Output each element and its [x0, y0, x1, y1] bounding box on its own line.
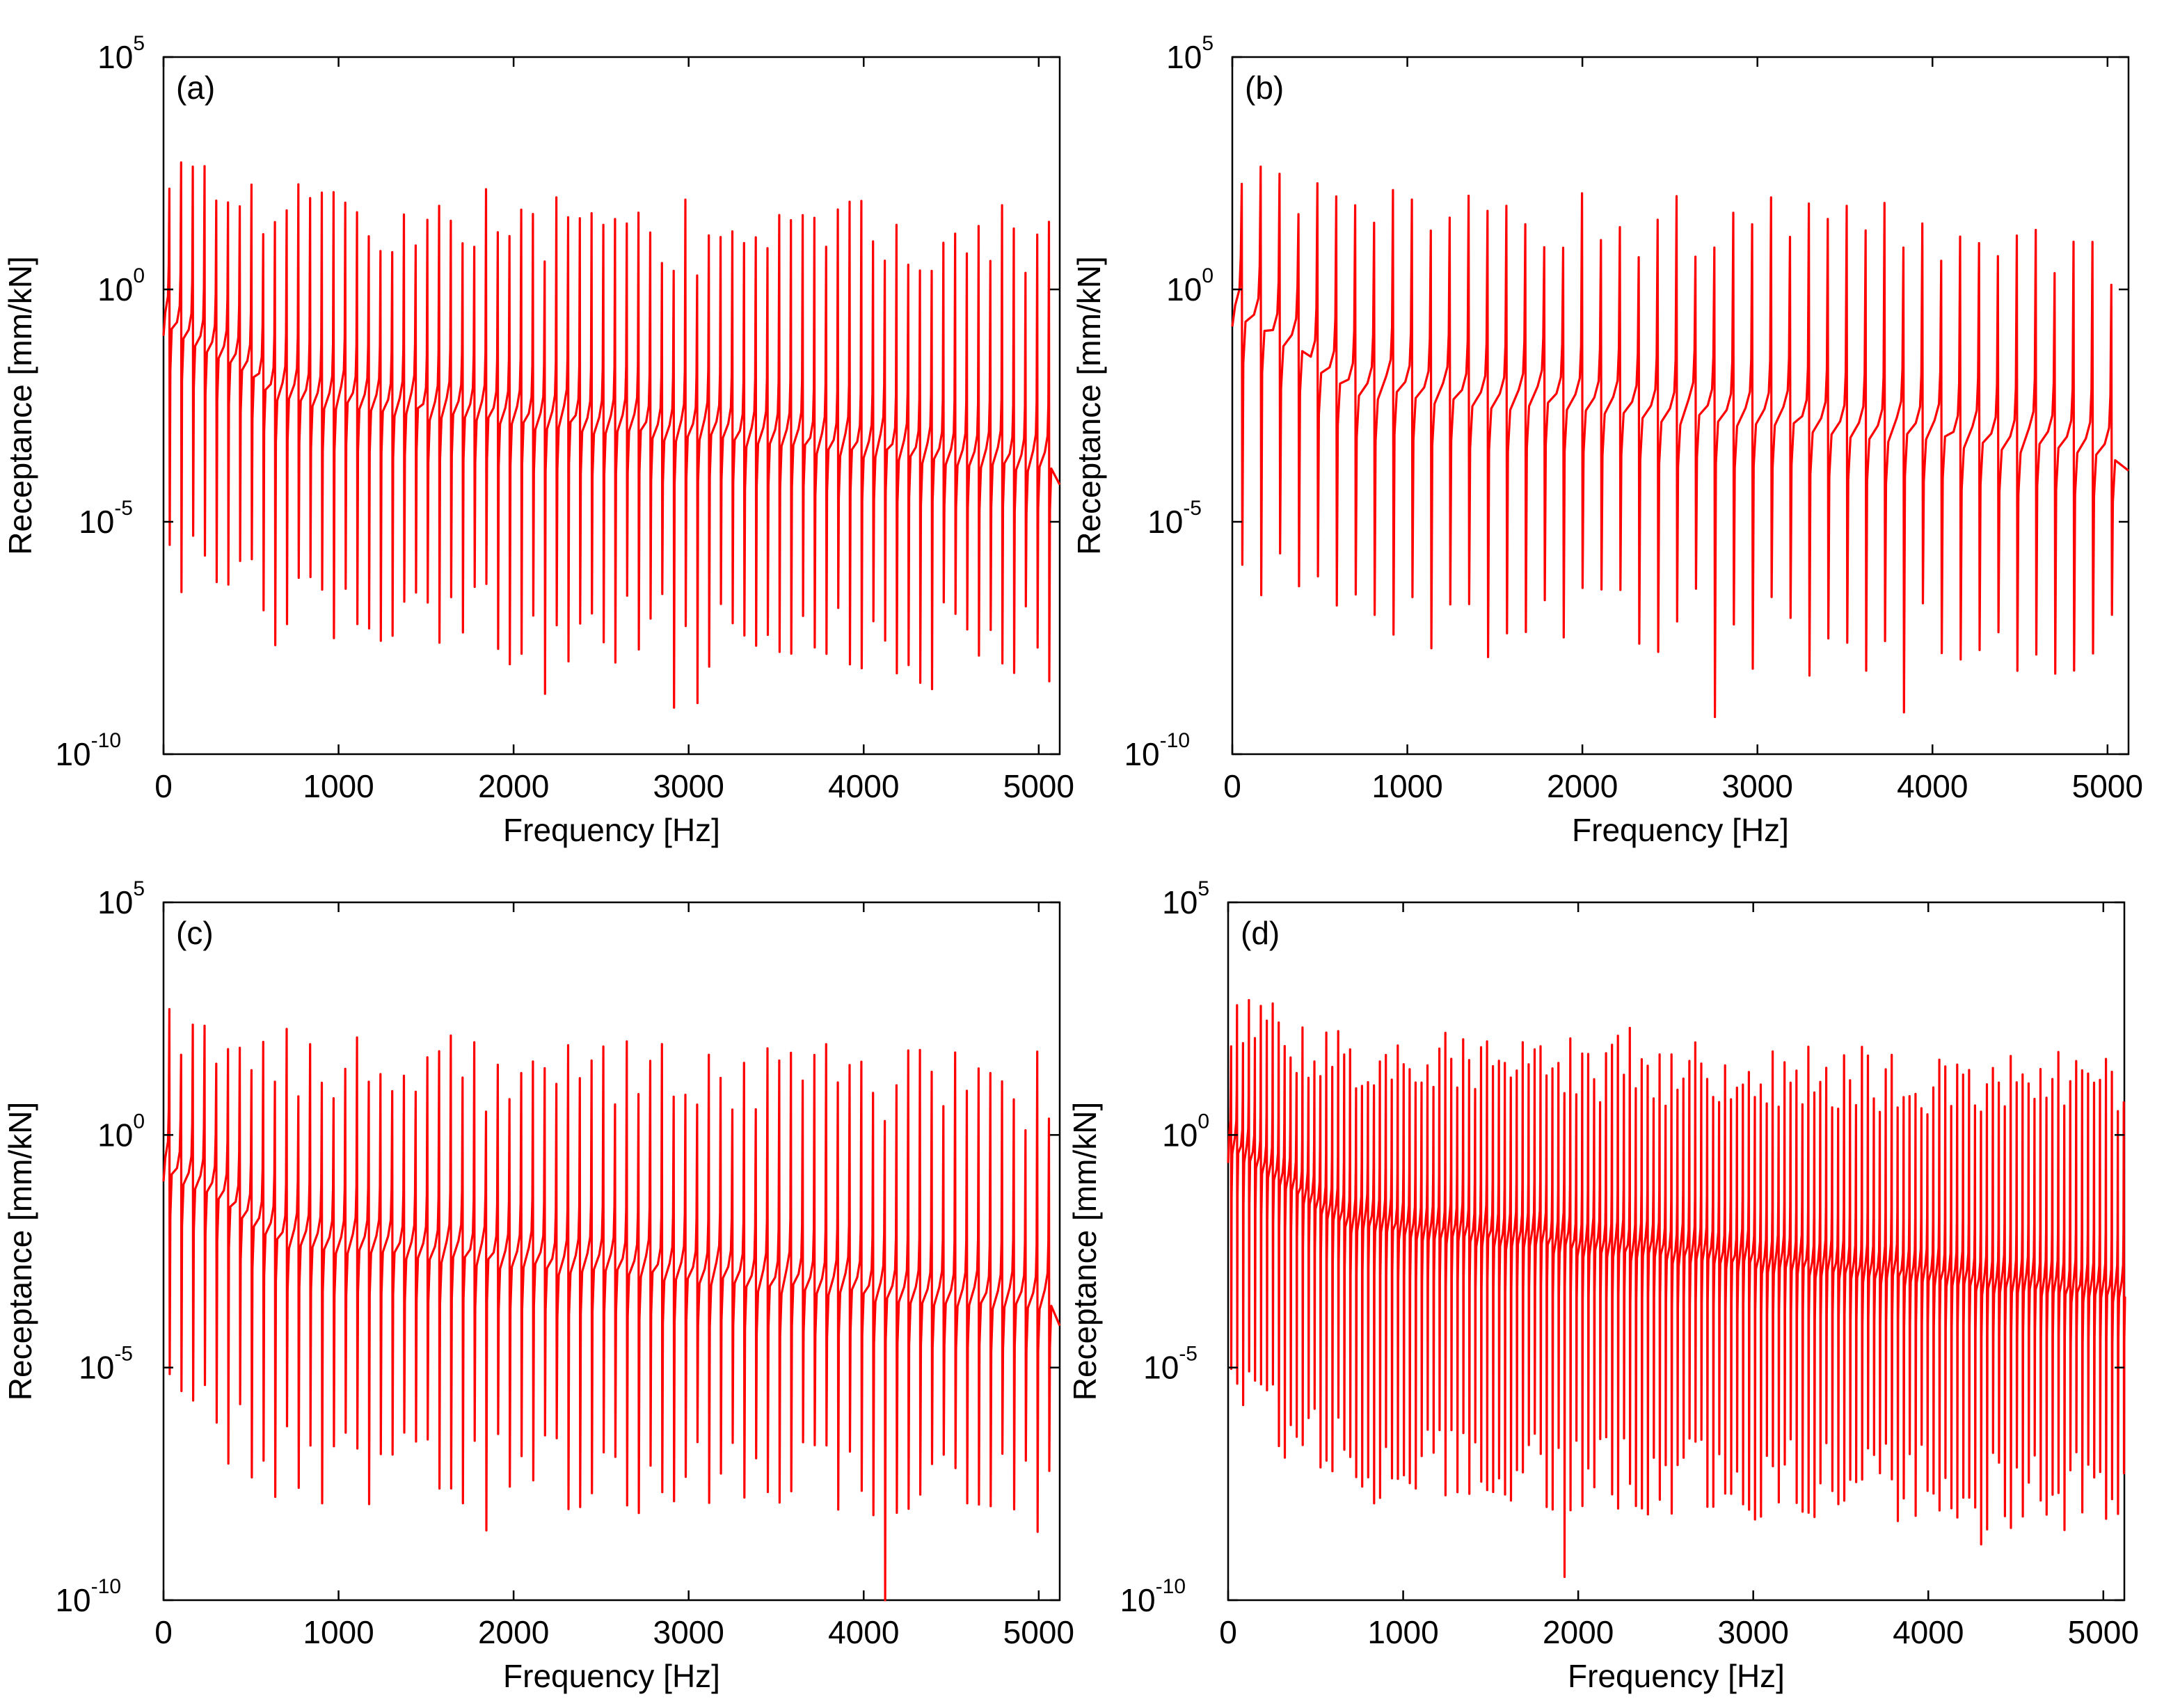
x-tick-label: 3000 [1722, 768, 1793, 804]
x-tick-label: 0 [154, 768, 173, 804]
receptance-curve [164, 1009, 1060, 1601]
x-tick-label: 1000 [303, 1614, 374, 1650]
panel-label: (b) [1245, 70, 1284, 106]
y-tick-label: 100 [1166, 264, 1214, 308]
panel-label: (c) [176, 915, 214, 951]
panel-d: 0 1000 2000 3000 4000 5000 105 100 10-5 10-10 Freq… [1067, 877, 2139, 1694]
x-tick-label: 2000 [478, 768, 549, 804]
x-tick-label: 5000 [1003, 768, 1074, 804]
x-axis-title: Frequency [Hz] [1568, 1658, 1785, 1694]
y-tick-label: 10-5 [79, 1343, 133, 1386]
receptance-curve [1228, 1000, 2125, 1577]
x-tick-label: 0 [1223, 768, 1241, 804]
x-axis-title: Frequency [Hz] [503, 1658, 720, 1694]
y-tick-label: 10-10 [55, 729, 121, 772]
plot-frame [162, 901, 1061, 1602]
y-tick-label: 105 [97, 32, 145, 75]
x-tick-label: 1000 [1371, 768, 1442, 804]
x-tick-label: 4000 [1897, 768, 1968, 804]
y-tick-label: 100 [97, 1110, 145, 1153]
receptance-curve [1232, 167, 2129, 717]
x-tick-label: 2000 [1547, 768, 1618, 804]
panel-label: (a) [176, 70, 215, 106]
x-tick-label: 5000 [2072, 768, 2143, 804]
y-tick-label: 10-5 [79, 497, 133, 540]
panel-b: 0 1000 2000 3000 4000 5000 105 100 10-5 10-10 Freq… [1071, 32, 2143, 848]
receptance-curve [164, 163, 1060, 708]
y-tick-label: 100 [97, 264, 145, 308]
panel-label: (d) [1241, 915, 1280, 951]
x-tick-label: 4000 [828, 1614, 899, 1650]
panel-c: 0 1000 2000 3000 4000 5000 105 100 10-5 10-10 Freq… [2, 877, 1074, 1694]
panel-a: 0 1000 2000 3000 4000 5000 105 100 10-5 10-10 Freq… [2, 32, 1074, 848]
y-axis-title: Receptance [mm/kN] [1071, 256, 1107, 554]
y-axis-title: Receptance [mm/kN] [2, 1102, 38, 1400]
y-axis-title: Receptance [mm/kN] [1067, 1102, 1103, 1400]
x-tick-label: 1000 [1367, 1614, 1438, 1650]
x-tick-label: 4000 [828, 768, 899, 804]
plot-frame [1231, 56, 2130, 756]
y-axis-title: Receptance [mm/kN] [2, 256, 38, 554]
y-tick-label: 10-10 [55, 1575, 121, 1618]
y-tick-label: 105 [1162, 877, 1209, 920]
y-tick-label: 100 [1162, 1110, 1209, 1153]
x-tick-label: 3000 [653, 1614, 724, 1650]
x-tick-label: 5000 [1003, 1614, 1074, 1650]
y-tick-label: 10-10 [1124, 729, 1190, 772]
y-tick-label: 105 [1166, 32, 1214, 75]
y-tick-label: 105 [97, 877, 145, 920]
x-tick-label: 1000 [303, 768, 374, 804]
x-tick-label: 2000 [1543, 1614, 1614, 1650]
x-axis-title: Frequency [Hz] [1572, 812, 1789, 848]
y-tick-label: 10-5 [1143, 1343, 1198, 1386]
y-tick-label: 10-10 [1120, 1575, 1186, 1618]
x-axis-title: Frequency [Hz] [503, 812, 720, 848]
x-tick-label: 3000 [653, 768, 724, 804]
x-tick-label: 4000 [1893, 1614, 1964, 1650]
y-tick-label: 10-5 [1147, 497, 1202, 540]
x-tick-label: 0 [154, 1614, 173, 1650]
x-tick-label: 5000 [2068, 1614, 2139, 1650]
x-tick-label: 2000 [478, 1614, 549, 1650]
x-tick-label: 0 [1219, 1614, 1237, 1650]
x-tick-label: 3000 [1718, 1614, 1789, 1650]
plot-frame [162, 56, 1061, 756]
